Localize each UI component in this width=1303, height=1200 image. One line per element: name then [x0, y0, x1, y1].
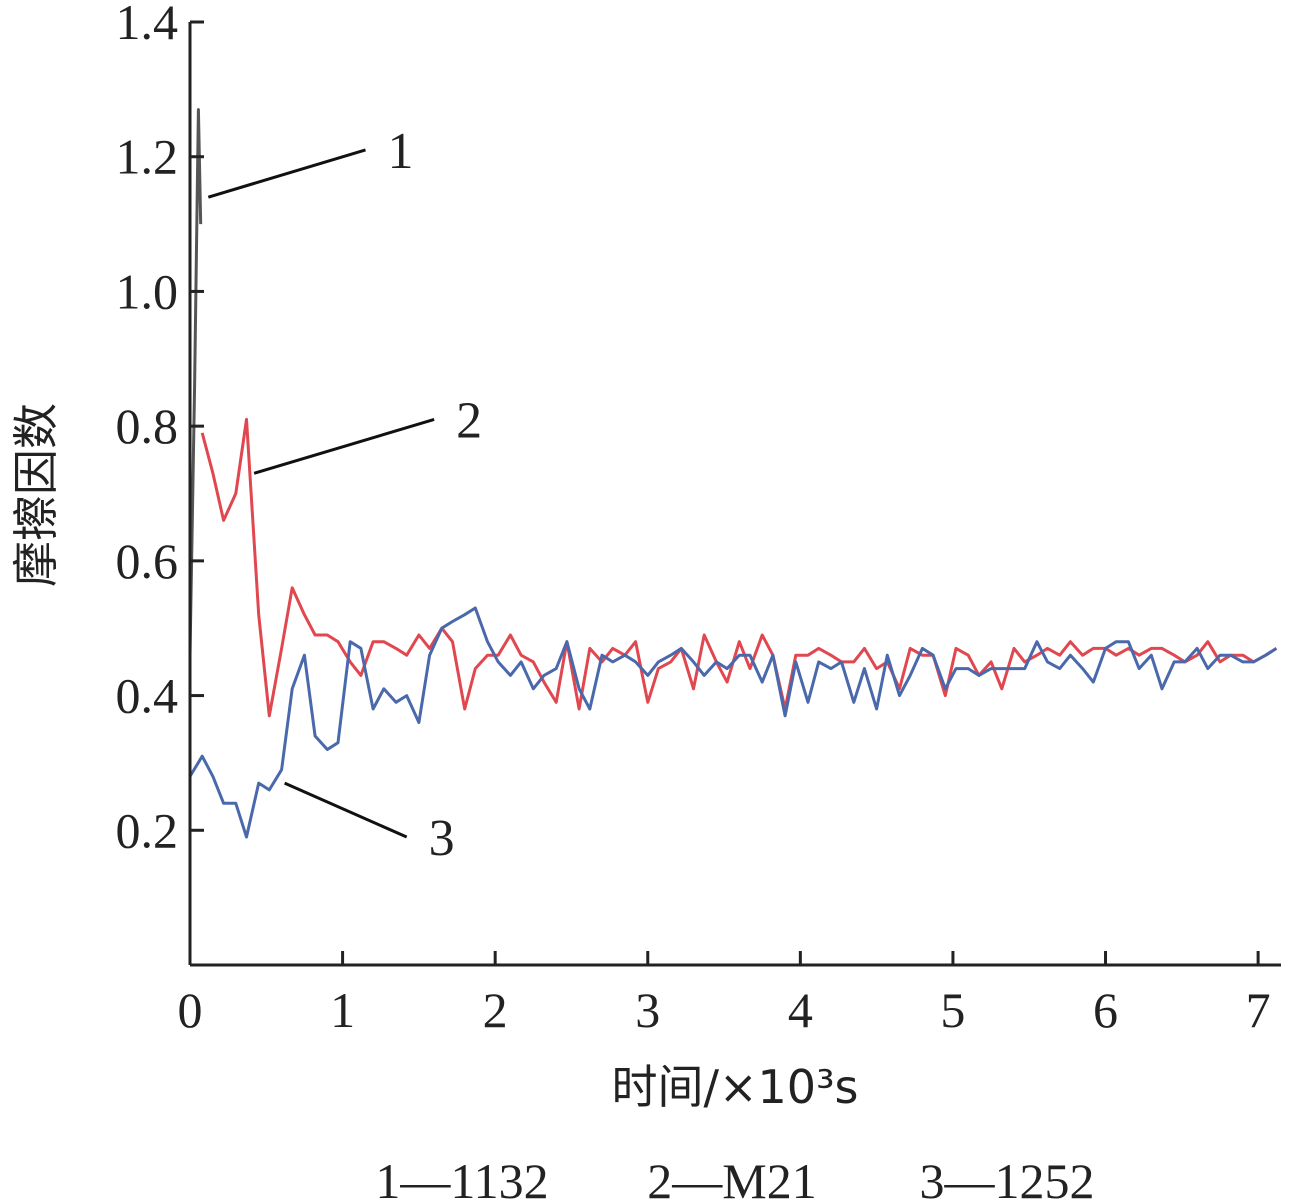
annotation-layer: 1 2 3 [208, 123, 482, 867]
axes-layer [190, 22, 1281, 965]
legend-entry-1252: 3—1252 [920, 1153, 1095, 1200]
x-tick-label: 4 [788, 982, 813, 1038]
x-tick-label: 6 [1093, 982, 1118, 1038]
x-axis-label: 时间/×10³s [612, 1060, 859, 1114]
x-tick-label: 7 [1246, 982, 1271, 1038]
y-tick-label: 0.2 [116, 802, 179, 858]
series-label-2: 2 [456, 392, 482, 449]
y-tick-label: 0.8 [116, 398, 179, 454]
x-tick-label: 1 [330, 982, 355, 1038]
y-tick-label: 1.4 [116, 0, 179, 50]
legend: 1—1132 2—M21 3—1252 [375, 1153, 1094, 1200]
leader-line-1 [208, 150, 365, 197]
leader-line-2 [254, 419, 434, 473]
legend-entry-1132: 1—1132 [375, 1153, 548, 1200]
y-tick-label: 0.6 [116, 533, 179, 589]
x-tick-label: 5 [940, 982, 965, 1038]
series-line-1 [190, 110, 201, 656]
series-line-2 [202, 419, 1276, 715]
leader-line-3 [285, 783, 407, 837]
x-tick-label: 0 [178, 982, 203, 1038]
y-tick-label: 1.0 [116, 263, 179, 319]
series-label-3: 3 [429, 810, 455, 867]
x-tick-label: 3 [635, 982, 660, 1038]
series-label-1: 1 [387, 123, 413, 180]
y-axis-label: 摩擦因数 [9, 403, 63, 587]
tick-layer: 0.2 0.4 0.6 0.8 1.0 1.2 1.4 0 1 2 3 4 5 6 7 [116, 0, 1271, 1038]
legend-entry-m21: 2—M21 [647, 1153, 816, 1200]
y-tick-label: 0.4 [116, 668, 179, 724]
y-tick-label: 1.2 [116, 129, 179, 185]
series-layer [190, 110, 1276, 837]
series-line-3 [190, 608, 1276, 837]
x-tick-label: 2 [483, 982, 508, 1038]
